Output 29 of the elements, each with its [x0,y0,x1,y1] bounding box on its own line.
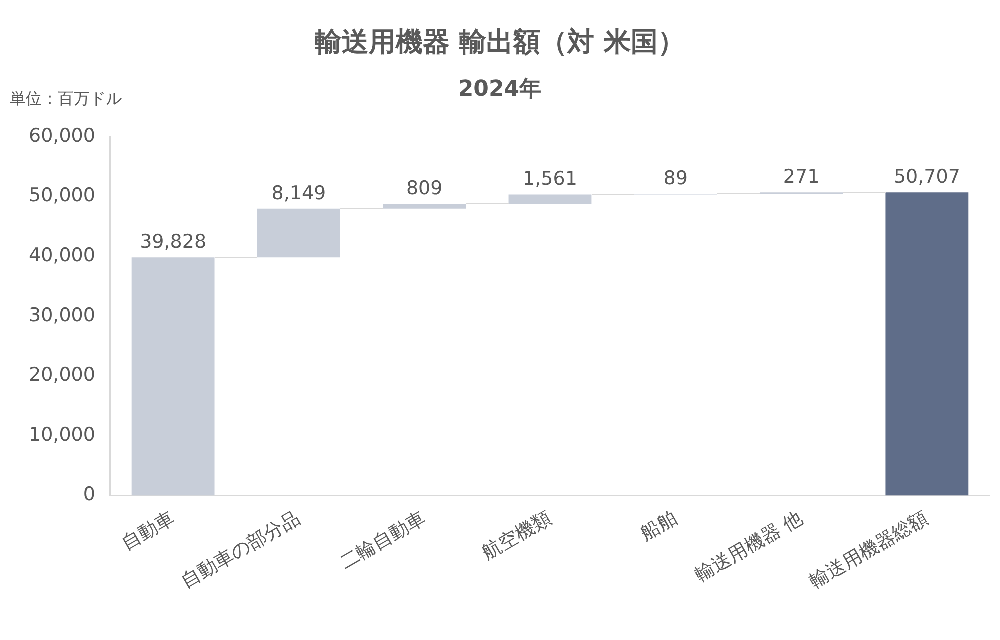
x-tick-label: 二輪自動車 [336,507,430,574]
data-label: 89 [664,168,688,190]
y-axis-title: 単位：百万ドル [10,89,122,110]
data-label: 39,828 [140,231,207,254]
bar [132,258,215,496]
bar [508,194,592,204]
bar [886,192,969,496]
x-tick-label: 船舶 [636,507,681,546]
chart-subtitle: 2024年 [458,77,542,102]
chart-title: 輸送用機器 輸出額（対 米国） [314,26,686,60]
bar [383,204,466,209]
data-label: 809 [406,177,443,200]
y-tick-label: 10,000 [28,424,96,446]
y-tick-label: 50,000 [28,184,96,207]
x-tick-label: 自動車の部分品 [178,507,304,593]
y-tick-label: 60,000 [28,124,96,147]
data-label: 1,561 [523,168,578,190]
x-tick-label: 輸送用機器 他 [692,507,806,586]
y-tick-label: 0 [83,484,96,506]
y-tick-label: 20,000 [28,364,96,386]
data-label: 8,149 [272,182,326,204]
y-tick-label: 30,000 [28,304,96,326]
x-tick-label: 航空機類 [478,507,556,564]
data-label: 50,707 [894,166,960,188]
y-tick-label: 40,000 [28,244,96,267]
x-tick-label: 自動車 [118,507,178,555]
data-label: 271 [783,166,820,188]
bar [257,208,340,258]
x-tick-label: 輸送用機器総額 [806,507,932,593]
